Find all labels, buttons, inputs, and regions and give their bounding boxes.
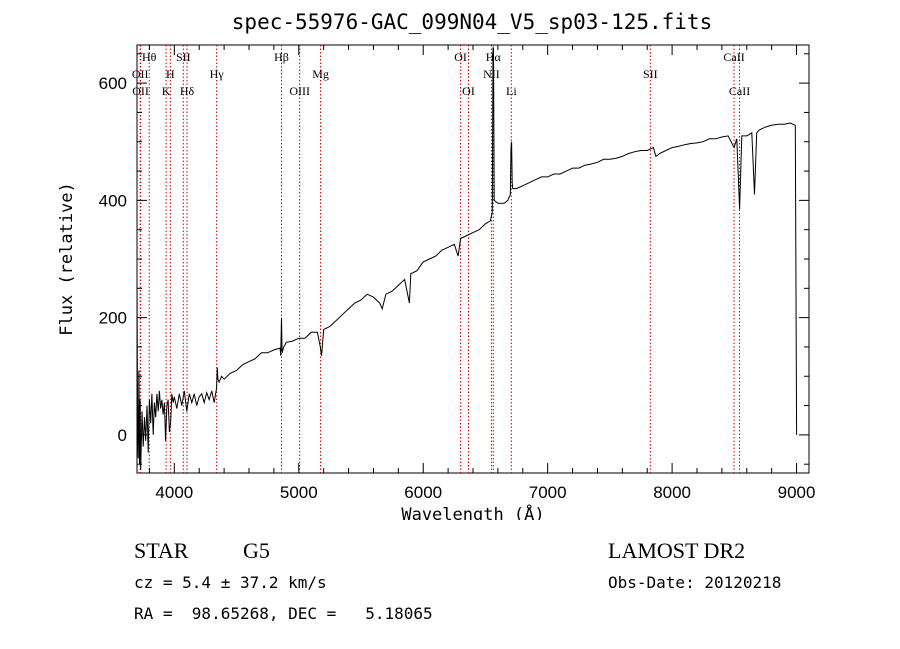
y-tick-label: 600 <box>99 74 127 93</box>
line-label: OIII <box>289 84 310 98</box>
line-label: OII <box>132 84 149 98</box>
chart-title: spec-55976-GAC_099N04_V5_sp03-125.fits <box>231 10 713 34</box>
line-label: Mg <box>312 67 329 81</box>
x-axis-label: Wavelength (Å) <box>401 503 544 520</box>
survey-name: LAMOST DR2 <box>608 538 746 563</box>
line-label: SII <box>176 50 191 64</box>
obs-date: Obs-Date: 20120218 <box>608 573 782 592</box>
line-label: Hδ <box>180 84 195 98</box>
x-tick-label: 6000 <box>404 483 442 502</box>
x-tick-label: 4000 <box>155 483 193 502</box>
line-label: Li <box>506 84 517 98</box>
line-label: OI <box>454 50 467 64</box>
spectral-class: STAR <box>134 538 189 563</box>
line-label: Hγ <box>210 67 225 81</box>
x-tick-label: 9000 <box>778 483 816 502</box>
spectrum-chart: OIIOIIHθKHSIIHδHγHβOIIIMgOIOINIIHαLiSIIC… <box>57 44 816 520</box>
line-label: Hβ <box>274 50 289 64</box>
line-label: Hθ <box>142 50 157 64</box>
x-tick-label: 7000 <box>529 483 567 502</box>
y-tick-label: 200 <box>99 309 127 328</box>
y-tick-label: 400 <box>99 191 127 210</box>
line-label: OI <box>462 84 475 98</box>
coordinates: RA = 98.65268, DEC = 5.18065 <box>134 604 433 623</box>
redshift-text: cz = 5.4 ± 37.2 km/s <box>134 573 327 592</box>
line-label: SII <box>643 67 658 81</box>
line-label: NII <box>483 67 500 81</box>
spectrum-line <box>136 47 798 471</box>
line-label: CaII <box>723 50 744 64</box>
plot-frame <box>136 44 810 474</box>
x-tick-label: 5000 <box>280 483 318 502</box>
spectral-subclass: G5 <box>243 538 270 563</box>
x-tick-label: 8000 <box>653 483 691 502</box>
line-label: CaII <box>729 84 750 98</box>
y-axis-label: Flux (relative) <box>57 182 77 336</box>
line-label: K <box>162 84 171 98</box>
line-label: H <box>166 67 175 81</box>
y-tick-label: 0 <box>118 426 127 445</box>
